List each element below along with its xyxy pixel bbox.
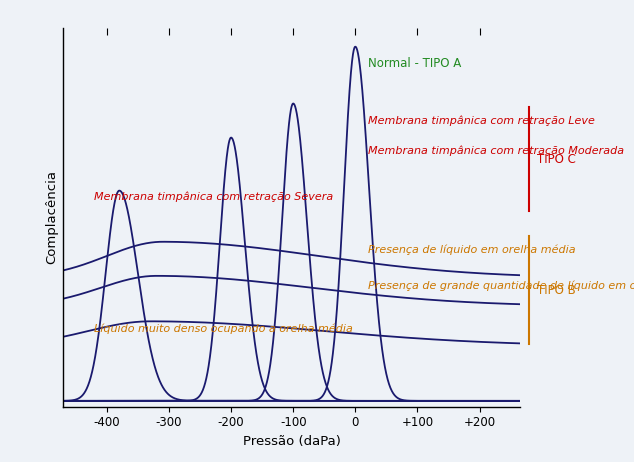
Text: Presença de grande quantidade de líquido em orelha média: Presença de grande quantidade de líquido… [368, 280, 634, 291]
Text: Líquido muito denso ocupando a orelha média: Líquido muito denso ocupando a orelha mé… [94, 324, 353, 334]
Text: Membrana timpânica com retração Severa: Membrana timpânica com retração Severa [94, 191, 333, 201]
X-axis label: Pressão (daPa): Pressão (daPa) [243, 435, 340, 448]
Text: TIPO C: TIPO C [537, 153, 576, 166]
Text: Normal - TIPO A: Normal - TIPO A [368, 57, 461, 70]
Text: Membrana timpânica com retração Leve: Membrana timpânica com retração Leve [368, 116, 595, 126]
Text: Membrana timpânica com retração Moderada: Membrana timpânica com retração Moderada [368, 146, 624, 156]
Text: Presença de líquido em orelha média: Presença de líquido em orelha média [368, 244, 575, 255]
Text: TIPO B: TIPO B [537, 284, 576, 297]
Y-axis label: Complacência: Complacência [45, 170, 58, 264]
